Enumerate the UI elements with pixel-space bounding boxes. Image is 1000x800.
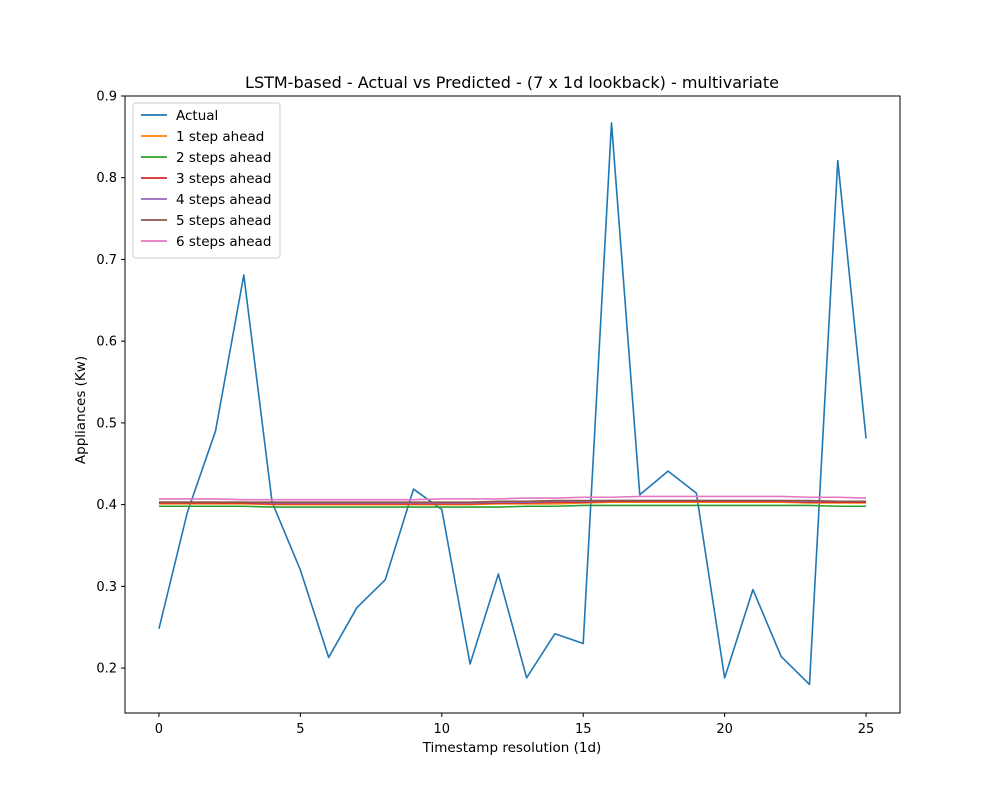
legend-label: 2 steps ahead: [176, 150, 271, 166]
legend-label: 5 steps ahead: [176, 213, 271, 229]
y-tick-label: 0.2: [96, 662, 117, 677]
y-tick-label: 0.5: [96, 416, 117, 431]
chart-title: LSTM-based - Actual vs Predicted - (7 x …: [245, 73, 779, 92]
x-tick-label: 10: [434, 722, 451, 737]
y-tick-label: 0.7: [96, 253, 117, 268]
x-tick-label: 15: [575, 722, 592, 737]
legend-label: 1 step ahead: [176, 129, 264, 145]
y-tick-label: 0.9: [96, 90, 117, 105]
series-line-6: [158, 495, 867, 501]
x-axis-label: Timestamp resolution (1d): [422, 740, 602, 756]
legend-label: 4 steps ahead: [176, 192, 271, 208]
series-line-3: [158, 500, 867, 505]
y-axis-label: Appliances (Kw): [73, 356, 89, 464]
x-tick-label: 20: [716, 722, 733, 737]
x-tick-label: 25: [858, 722, 875, 737]
series-line-5: [158, 499, 867, 503]
y-tick-label: 0.4: [96, 498, 117, 513]
plot-area: 0 5 10 15 20 25 0.2 0.3 0.4 0.5 0.6 0.7 0.8 0.9: [96, 90, 901, 737]
legend-box: [132, 102, 281, 259]
axes-frame: [124, 95, 901, 714]
series-line-2: [158, 504, 867, 508]
series-line-0: [158, 122, 867, 686]
legend-label: Actual: [176, 108, 218, 124]
legend-label: 6 steps ahead: [176, 234, 271, 250]
series-line-1: [158, 501, 867, 506]
legend-label: 3 steps ahead: [176, 171, 271, 187]
legend: Actual 1 step ahead 2 steps ahead 3 steps a…: [132, 102, 281, 259]
y-tick-label: 0.3: [96, 580, 117, 595]
y-tick-label: 0.8: [96, 171, 117, 186]
x-tick-label: 0: [155, 722, 163, 737]
x-tick-label: 5: [296, 722, 304, 737]
y-tick-label: 0.6: [96, 335, 117, 350]
